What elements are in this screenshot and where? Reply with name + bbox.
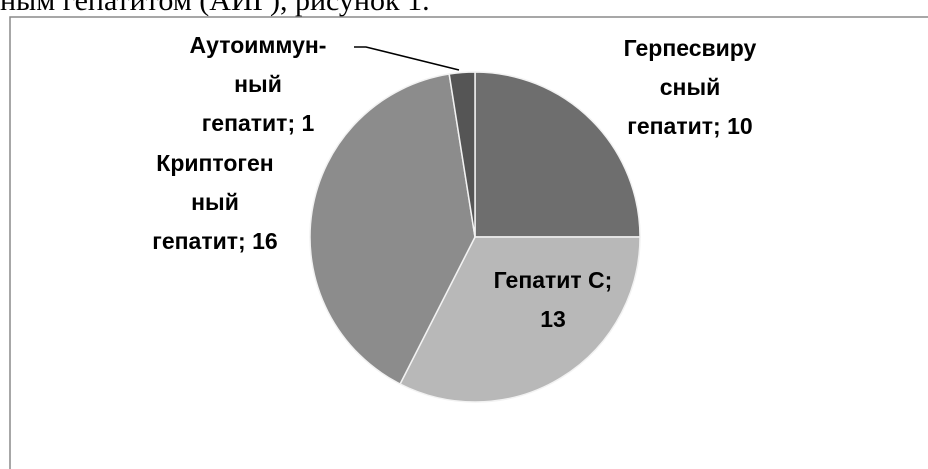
label-separator: ; — [605, 267, 613, 293]
label-line: Гепатит С — [494, 267, 605, 293]
data-labels: Герпесвиру сный гепатит; 10 Гепатит С; 13 Кри… — [152, 32, 756, 332]
label-line: гепатит — [627, 113, 713, 139]
label-line: гепатит — [202, 110, 288, 136]
data-label: Гепатит С; 13 — [494, 267, 613, 332]
label-line: Герпесвиру — [624, 35, 757, 61]
label-separator: ; — [287, 110, 301, 136]
pie — [309, 71, 641, 403]
label-line: ный — [234, 71, 282, 97]
data-label: Герпесвиру сный гепатит; 10 — [624, 35, 757, 139]
label-separator: ; — [238, 228, 252, 254]
label-separator: ; — [713, 113, 727, 139]
label-line: ный — [191, 189, 239, 215]
pie-slice — [448, 71, 476, 238]
label-line: сный — [660, 74, 720, 100]
label-line: Криптоген — [156, 150, 273, 176]
label-category: Герпесвиру сный гепатит — [624, 35, 757, 139]
label-line: Аутоиммун- — [190, 32, 327, 58]
label-value: 10 — [727, 113, 753, 139]
label-line: гепатит — [152, 228, 238, 254]
caption-fragment: ным гепатитом (АИГ), рисунок 1. — [0, 0, 430, 17]
pie-slice — [399, 236, 641, 403]
label-category: Гепатит С — [494, 267, 605, 293]
label-value: 1 — [302, 110, 315, 136]
pie-slice — [474, 71, 641, 238]
data-label: Криптоген ный гепатит; 16 — [152, 150, 277, 254]
data-label: Аутоиммун-ный гепатит; 1 — [190, 32, 327, 136]
label-category: Аутоиммун-ный гепатит — [190, 32, 327, 136]
leader-line — [354, 46, 460, 71]
label-value: 16 — [252, 228, 278, 254]
pie-slice — [309, 73, 476, 386]
label-category: Криптоген ный гепатит — [152, 150, 273, 254]
label-value: 13 — [540, 306, 566, 332]
